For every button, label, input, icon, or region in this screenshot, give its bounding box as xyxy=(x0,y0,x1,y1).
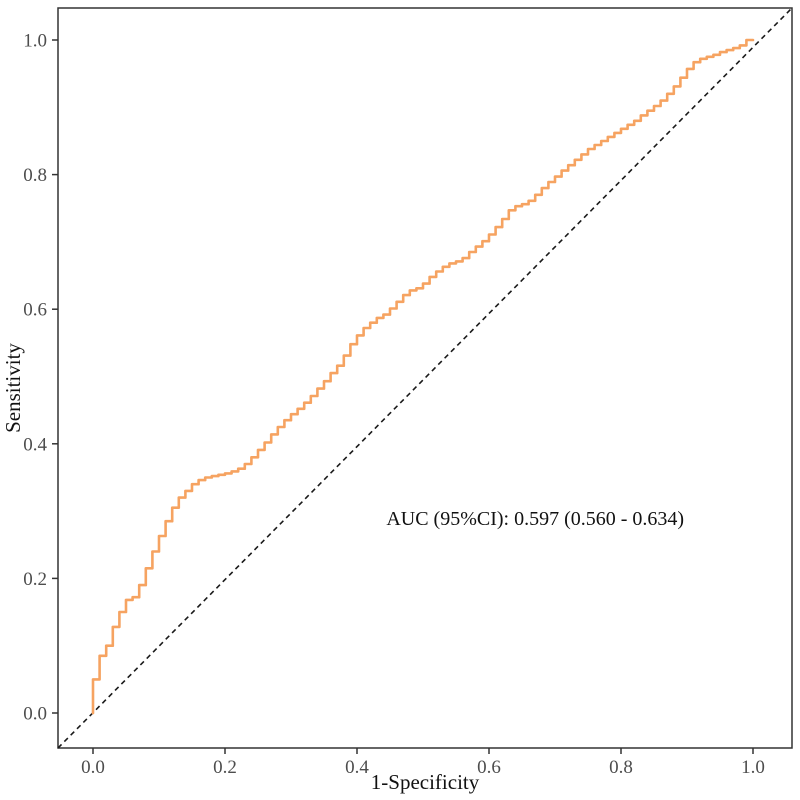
y-tick-label: 0.0 xyxy=(23,704,47,725)
x-tick-label: 0.6 xyxy=(477,757,501,778)
x-tick-label: 0.4 xyxy=(345,757,369,778)
y-tick-label: 0.8 xyxy=(23,165,47,186)
x-tick-label: 0.0 xyxy=(81,757,105,778)
y-tick-label: 0.2 xyxy=(23,569,47,590)
reference-diagonal-line xyxy=(57,7,793,749)
axis-tick-labels: 0.0 0.2 0.4 0.6 0.8 1.0 0.0 0.2 0.4 0.6 0.8 1.0 xyxy=(23,31,765,779)
axis-tick-marks xyxy=(52,39,754,754)
roc-curve-line xyxy=(91,38,755,715)
x-axis-title: 1-Specificity xyxy=(371,770,480,794)
y-tick-label: 0.4 xyxy=(23,434,47,455)
x-tick-label: 0.8 xyxy=(609,757,633,778)
y-tick-label: 1.0 xyxy=(23,31,47,52)
x-tick-label: 1.0 xyxy=(741,757,765,778)
auc-annotation: AUC (95%CI): 0.597 (0.560 - 0.634) xyxy=(386,508,684,530)
x-tick-label: 0.2 xyxy=(213,757,237,778)
y-axis-title: Sensitivity xyxy=(1,343,25,433)
y-tick-label: 0.6 xyxy=(23,300,47,321)
